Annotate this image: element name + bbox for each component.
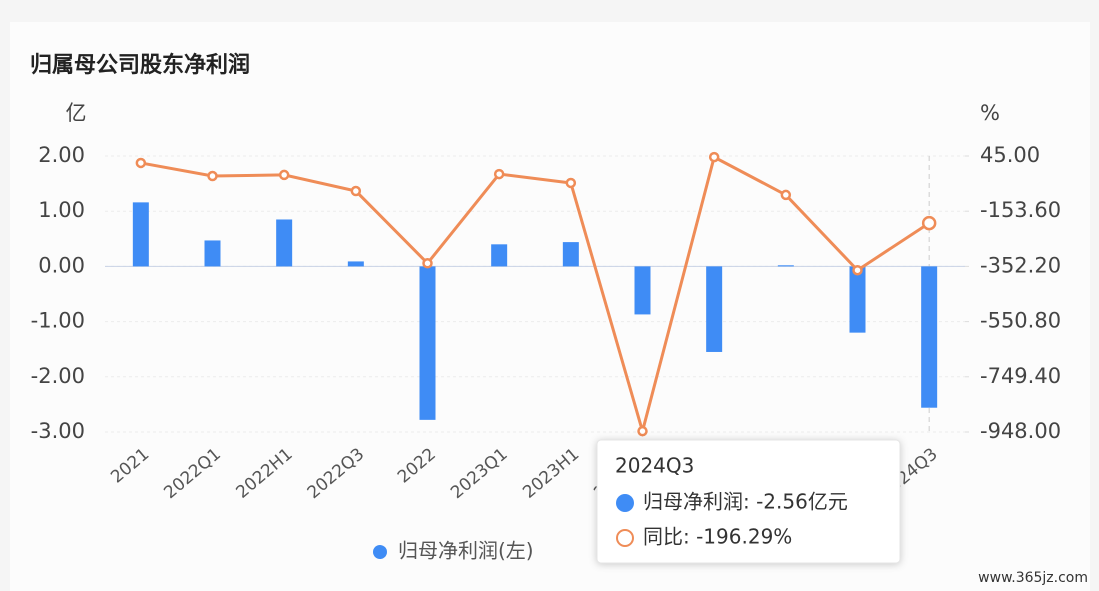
line-point [852,264,863,276]
line-point [278,169,290,181]
tooltip-title: 2024Q3 [615,454,694,478]
y-unit: 亿 [66,101,87,125]
bar [491,244,508,267]
y-tick-label: -1.00 [31,309,85,333]
line-point [493,168,505,180]
y-tick-label: 0.00 [38,253,85,277]
y2-tick-label: -948.00 [980,419,1061,443]
bar [419,266,436,420]
bar [347,261,364,267]
line-point [565,177,577,189]
line-point [708,151,720,163]
tooltip-marker [616,494,634,512]
line-point [422,258,433,269]
line-point [350,185,362,197]
panel [10,22,1090,591]
bar [276,219,293,267]
line-point [135,157,147,169]
line-point [780,189,792,201]
line-point [207,170,218,182]
bar [921,266,938,408]
bar [634,266,651,315]
bar [204,240,221,267]
y2-tick-label: -352.20 [980,253,1061,277]
tooltip-line: 同比: -196.29% [643,525,792,549]
y-tick-label: 1.00 [38,198,85,222]
y2-unit: % [980,101,1000,125]
legend-marker [373,545,387,559]
y2-tick-label: -749.40 [980,364,1061,388]
y-tick-label: -2.00 [31,364,85,388]
line-point [637,425,648,437]
y2-tick-label: -153.60 [980,198,1061,222]
chart-title: 归属母公司股东净利润 [30,52,250,78]
tooltip-line: 归母净利润: -2.56亿元 [643,490,848,514]
bar [132,202,149,267]
y-tick-label: -3.00 [31,419,85,443]
y-tick-label: 2.00 [38,143,85,167]
bar [706,266,723,352]
tooltip-box [596,439,901,564]
line-point [921,215,937,231]
line [140,154,930,437]
legend-label: 归母净利润(左) [398,539,534,563]
y2-tick-label: 45.00 [980,143,1040,167]
y2-tick-label: -550.80 [980,309,1061,333]
bar [777,265,794,267]
bar [849,266,866,333]
tooltip-marker [616,529,634,547]
bar [562,242,579,267]
watermark: www.365jz.com [978,570,1088,586]
